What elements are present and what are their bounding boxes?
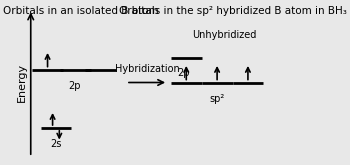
Text: 2p: 2p <box>68 81 80 91</box>
Text: Energy: Energy <box>18 63 27 102</box>
Text: 2s: 2s <box>50 139 62 149</box>
Text: Orbitals in the sp² hybridized B atom in BH₃: Orbitals in the sp² hybridized B atom in… <box>119 6 346 16</box>
Text: Hybridization: Hybridization <box>115 64 180 74</box>
Text: 2p: 2p <box>177 68 190 78</box>
Text: Unhybridized: Unhybridized <box>192 30 256 40</box>
Text: sp²: sp² <box>210 94 225 104</box>
Text: Orbitals in an isolated B atom: Orbitals in an isolated B atom <box>4 6 159 16</box>
